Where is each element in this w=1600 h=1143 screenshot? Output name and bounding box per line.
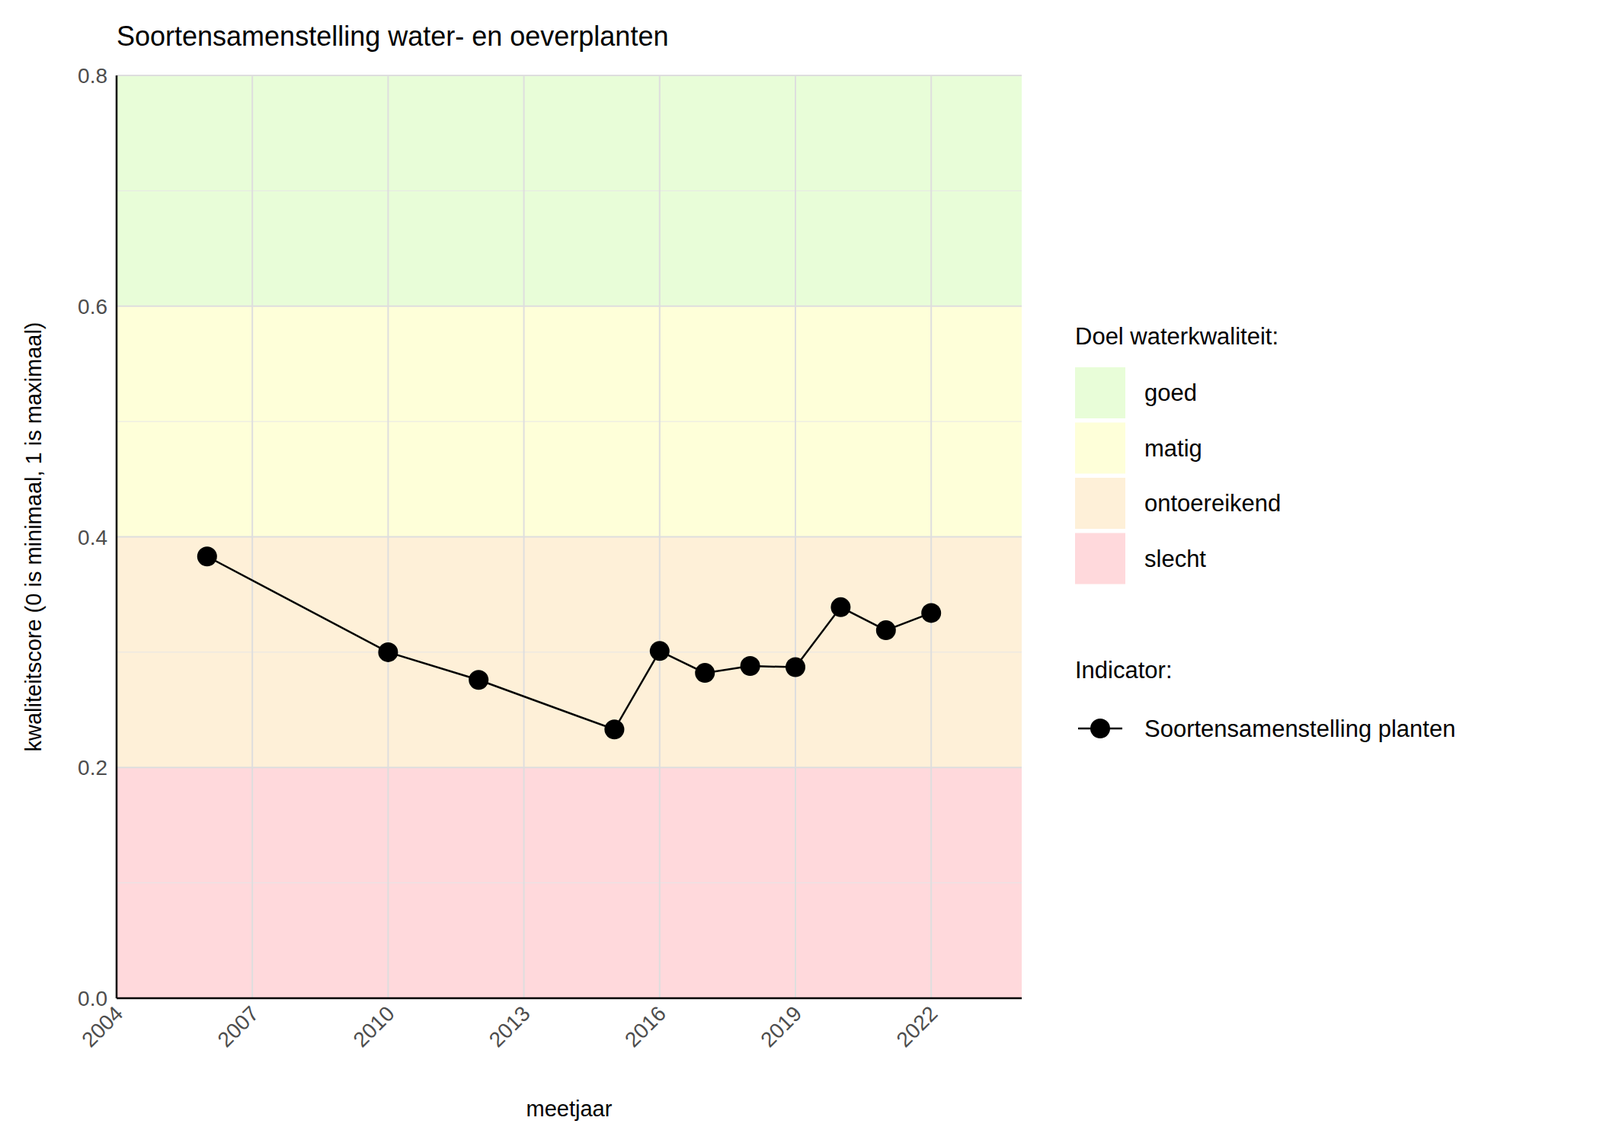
point	[197, 546, 218, 567]
point	[921, 602, 941, 623]
legend-label: slecht	[1144, 545, 1207, 573]
x-tick-label: 2016	[620, 1001, 671, 1052]
x-tick-label: 2007	[212, 1001, 263, 1052]
series-line	[207, 556, 932, 730]
y-axis-label: kwaliteitscore (0 is minimaal, 1 is maxi…	[21, 321, 46, 752]
x-tick-label: 2004	[76, 1001, 128, 1052]
legend-title: Indicator:	[1075, 656, 1173, 684]
grid-line	[659, 75, 661, 999]
point	[785, 657, 806, 678]
grid-line	[794, 75, 797, 999]
y-tick-label: 0.8	[77, 64, 108, 88]
legend-label: goed	[1144, 379, 1197, 407]
y-tick-label: 0.2	[77, 755, 108, 780]
point	[377, 642, 398, 663]
y-tick-label: 0.4	[77, 525, 108, 550]
point	[694, 662, 715, 683]
title: Soortensamenstelling water- en oeverplan…	[116, 20, 669, 52]
x-tick-label: 2022	[891, 1001, 942, 1052]
legend-label: ontoereikend	[1144, 489, 1281, 517]
grid-line	[930, 75, 932, 999]
grid-line	[523, 75, 525, 999]
legend-key	[1075, 422, 1126, 474]
chart: 0.0 0.2 0.4 0.6 0.8 2004 2007 2010 2013 2016 2019 2…	[0, 0, 1600, 1143]
grid-line	[387, 75, 389, 999]
x-axis-line	[116, 997, 1022, 1000]
point	[876, 620, 896, 640]
data	[197, 546, 941, 740]
x-tick-label: 2019	[755, 1001, 807, 1052]
legend-key	[1075, 533, 1126, 585]
point	[468, 669, 489, 690]
x-tick-label: 2013	[484, 1001, 535, 1052]
legend-key	[1090, 718, 1111, 739]
y-tick-label: 0.6	[77, 294, 108, 319]
point	[740, 656, 761, 676]
grid-line	[116, 997, 1022, 999]
grid	[116, 75, 1022, 999]
x-tick-label: 2010	[348, 1001, 400, 1052]
grid-line	[115, 75, 118, 999]
point	[604, 719, 624, 740]
legend-key	[1075, 477, 1126, 529]
point	[649, 640, 670, 661]
legend-key	[1075, 367, 1126, 419]
legend-title: Doel waterkwaliteit:	[1075, 323, 1279, 350]
bands	[116, 75, 1022, 999]
y-tick-label: 0.0	[77, 986, 108, 1011]
point	[830, 597, 851, 618]
legend-label: Soortensamenstelling planten	[1144, 715, 1456, 743]
grid-line	[251, 75, 253, 999]
x-axis-label: meetjaar	[526, 1096, 613, 1121]
legend-label: matig	[1144, 435, 1203, 462]
y-axis-line	[115, 75, 119, 999]
